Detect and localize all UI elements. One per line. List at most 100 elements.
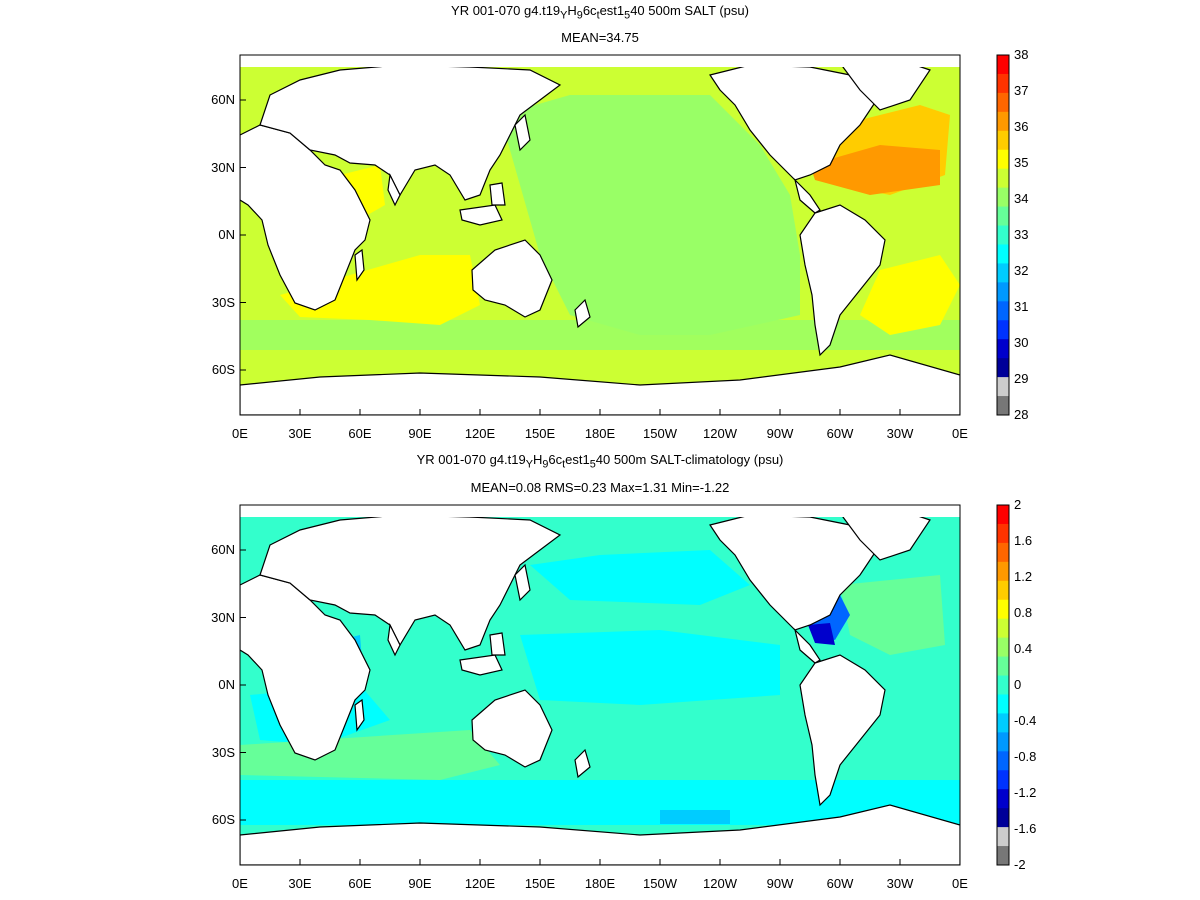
colorbar-tick-label: -2 (1014, 857, 1026, 872)
x-tick-label: 30W (886, 426, 914, 441)
y-tick-label: 30S (211, 744, 235, 760)
colorbar-swatch (997, 168, 1009, 189)
colorbar-tick-label: 29 (1014, 371, 1029, 386)
y-tick-label: 60S (211, 812, 235, 827)
colorbar-swatch (997, 358, 1009, 378)
colorbar-tick-label: 36 (1014, 119, 1029, 134)
colorbar-swatch (997, 675, 1009, 695)
colorbar-tick-label: 31 (1014, 299, 1029, 314)
colorbar-swatch (997, 618, 1009, 639)
colorbar-swatch (997, 225, 1009, 245)
colorbar-swatch (997, 396, 1009, 416)
colorbar-swatch (997, 149, 1009, 170)
colorbar-swatch (997, 320, 1009, 340)
colorbar-swatch (997, 523, 1009, 544)
x-tick-label: 120W (703, 876, 737, 891)
colorbar-swatch (997, 263, 1009, 283)
x-tick-label: 150E (524, 876, 556, 891)
y-tick-label: 0N (218, 227, 235, 242)
colorbar-tick-label: 34 (1014, 191, 1029, 206)
colorbar-tick-label: 1.6 (1014, 533, 1033, 548)
colorbar-swatch (997, 637, 1009, 658)
x-tick-label: 0E (232, 426, 248, 441)
colorbar-tick-label: 30 (1014, 335, 1029, 350)
colorbar-swatch (997, 206, 1009, 227)
colorbar-swatch (997, 713, 1009, 733)
x-tick-label: 0E (952, 876, 968, 891)
x-tick-label: 0E (952, 426, 968, 441)
colorbar-tick-label: 37 (1014, 83, 1029, 98)
colorbar-swatch (997, 751, 1009, 771)
x-tick-label: 60W (826, 876, 854, 891)
colorbar-swatch (997, 580, 1009, 601)
x-tick-label: 90W (766, 876, 794, 891)
colorbar-tick-label: -1.2 (1014, 785, 1037, 800)
y-tick-label: 60S (211, 362, 235, 377)
y-tick-label: 0N (218, 677, 235, 692)
map1-title: YR 001-070 g4.t19YH96ctest1540 500m SALT… (451, 3, 749, 22)
colorbar-tick-label: 35 (1014, 155, 1029, 170)
y-tick-label: 60N (211, 92, 235, 107)
map2-subtitle: MEAN=0.08 RMS=0.23 Max=1.31 Min=-1.22 (470, 480, 730, 495)
x-tick-label: 150W (643, 876, 677, 891)
colorbar-swatch (997, 694, 1009, 714)
y-tick-label: 30S (211, 294, 235, 310)
colorbar-swatch (997, 827, 1009, 847)
x-tick-label: 30W (886, 876, 914, 891)
colorbar-swatch (997, 339, 1009, 359)
x-tick-label: 180E (584, 876, 616, 891)
colorbar-swatch (997, 599, 1009, 620)
colorbar-swatch (997, 561, 1009, 582)
colorbar-swatch (997, 92, 1009, 113)
colorbar-swatch (997, 282, 1009, 302)
map1-plot (239, 54, 961, 416)
colorbar-swatch (997, 846, 1009, 866)
colorbar-tick-label: 28 (1014, 407, 1029, 422)
colorbar-tick-label: 1.2 (1014, 569, 1033, 584)
colorbar-tick-label: 2 (1014, 497, 1022, 512)
x-tick-label: 150E (524, 426, 556, 441)
colorbar-swatch (997, 732, 1009, 752)
colorbar-swatch (997, 130, 1009, 151)
x-tick-label: 30E (288, 426, 312, 441)
colorbar-tick-label: 0.4 (1014, 641, 1033, 656)
colorbar-border (996, 504, 1010, 866)
x-tick-label: 90W (766, 426, 794, 441)
colorbar-swatch (997, 111, 1009, 132)
colorbar-swatch (997, 187, 1009, 208)
y-tick-label: 60N (211, 542, 235, 557)
colorbar-swatch (997, 55, 1009, 75)
colorbar-swatch (997, 808, 1009, 828)
map1-subtitle: MEAN=34.75 (561, 30, 639, 45)
x-tick-label: 90E (408, 426, 432, 441)
x-tick-label: 60W (826, 426, 854, 441)
map2-title: YR 001-070 g4.t19YH96ctest1540 500m SALT… (416, 452, 784, 471)
x-tick-label: 60E (348, 876, 372, 891)
x-tick-label: 120E (464, 876, 496, 891)
y-tick-label: 30N (211, 609, 235, 625)
colorbar-tick-label: 38 (1014, 47, 1029, 62)
x-tick-label: 120W (703, 426, 737, 441)
x-tick-label: 180E (584, 426, 616, 441)
x-tick-label: 30E (288, 876, 312, 891)
colorbar-tick-label: 0 (1014, 677, 1022, 692)
x-tick-label: 120E (464, 426, 496, 441)
colorbar-swatch (997, 789, 1009, 809)
colorbars (996, 54, 1010, 866)
colorbar-tick-label: 32 (1014, 263, 1029, 278)
x-tick-label: 90E (408, 876, 432, 891)
x-tick-label: 150W (643, 426, 677, 441)
colorbar-swatch (997, 505, 1009, 525)
colorbar-border (996, 54, 1010, 416)
colorbar-swatch (997, 377, 1009, 397)
y-tick-label: 30N (211, 159, 235, 175)
colorbar-tick-label: -0.8 (1014, 749, 1037, 764)
colorbar-swatch (997, 542, 1009, 563)
x-tick-label: 0E (232, 876, 248, 891)
colorbar-swatch (997, 770, 1009, 790)
colorbar-swatch (997, 301, 1009, 321)
colorbar-tick-label: -0.4 (1014, 713, 1037, 728)
colorbar-swatch (997, 73, 1009, 94)
colorbar-tick-label: 33 (1014, 227, 1029, 242)
